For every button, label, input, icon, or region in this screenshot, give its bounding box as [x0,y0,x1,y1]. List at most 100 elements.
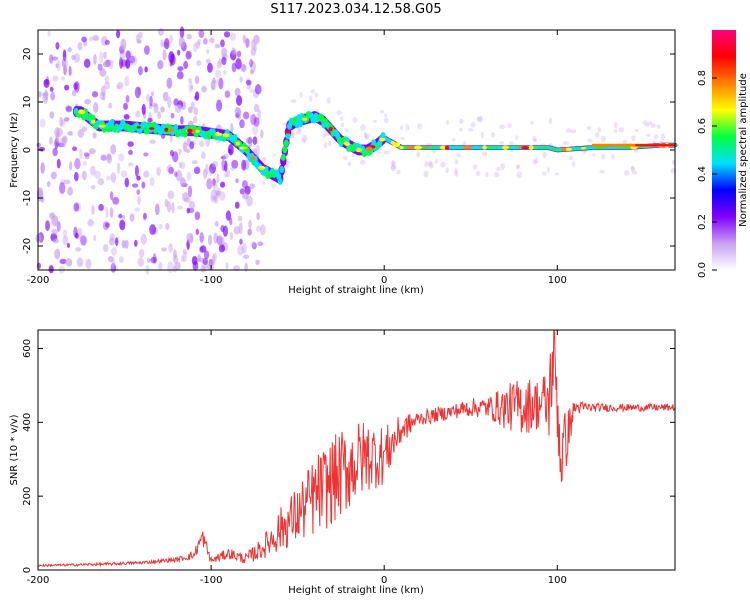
noise-blob [235,107,241,116]
y-tick-label: 0 [22,147,33,153]
noise-blob [186,171,192,181]
noise-blob [109,207,114,218]
ridge-inner [173,123,179,132]
noise-blob [428,160,433,167]
noise-blob [227,144,234,156]
noise-blob [499,124,506,129]
noise-blob [180,116,184,125]
noise-blob [359,159,366,165]
noise-blob [390,161,396,166]
noise-blob [481,151,488,157]
noise-blob [214,69,221,79]
noise-blob [73,171,79,182]
noise-blob [160,247,167,252]
noise-blob [376,151,382,155]
noise-blob [150,256,158,264]
spectrogram-y-ticks: -20 -10 0 10 20 [22,48,675,254]
noise-blob [46,75,50,86]
noise-blob [252,136,258,145]
ridge-inner [142,121,148,129]
noise-blob [137,39,142,44]
noise-blob [141,103,146,115]
noise-blob [215,99,223,112]
noise-blob [496,166,501,171]
noise-blob [500,163,505,170]
noise-blob [118,256,124,264]
noise-blob [64,84,70,91]
noise-blob [123,113,130,120]
noise-blob [160,39,164,48]
noise-blob [239,76,243,83]
noise-blob [600,135,607,142]
noise-blob [160,106,165,113]
noise-blob [220,181,226,188]
noise-blob [256,212,260,221]
noise-blob [137,195,141,205]
noise-blob [208,169,214,176]
noise-blob [373,119,377,123]
noise-blob [116,162,121,174]
noise-blob [345,128,349,133]
noise-blob [62,229,68,237]
ridge-peak [98,124,107,128]
noise-blob [143,170,150,178]
noise-blob [62,137,67,148]
noise-blob [189,141,195,150]
noise-blob [81,170,87,181]
y-tick-label: 600 [22,339,33,358]
noise-blob [111,257,116,269]
noise-blob [247,228,252,236]
ridge-peak [463,145,472,150]
noise-blob [326,97,331,104]
x-tick-label: 100 [548,275,567,286]
noise-blob [188,78,192,83]
noise-blob [71,89,77,97]
noise-blob [125,58,131,69]
ridge-inner [297,120,303,128]
noise-blob [176,71,184,80]
noise-blob [156,166,161,176]
noise-blob [597,127,602,133]
noise-blob [56,158,61,169]
noise-blob [134,165,139,177]
ridge-inner [280,153,286,161]
noise-blob [212,77,216,84]
ridge-peak [328,126,333,132]
noise-blob [42,93,49,104]
noise-blob [198,29,205,39]
noise-blob [116,84,121,90]
noise-blob [179,177,186,187]
noise-blob [592,153,596,157]
noise-blob [249,183,256,190]
noise-blob [88,36,94,42]
noise-blob [123,102,128,111]
noise-blob [134,207,140,212]
noise-blob [78,148,83,160]
noise-blob [660,133,666,141]
noise-blob [178,148,182,155]
noise-blob [250,48,257,56]
colorbar-tick-label: 0.8 [697,70,708,86]
noise-blob [119,219,126,231]
ridge-peak [356,148,363,152]
noise-blob [50,91,55,101]
noise-blob [250,241,257,248]
colorbar-tick-label: 0.2 [697,214,708,230]
noise-blob [187,106,193,114]
noise-blob [515,135,519,141]
noise-blob [118,57,124,69]
noise-blob [653,134,659,140]
colorbar-tick-label: 0.4 [697,166,708,182]
ridge-peak [528,145,534,150]
ridge-peak [235,141,241,146]
noise-blob [611,153,615,161]
ridge-peak [521,146,530,150]
noise-blob [554,172,559,176]
noise-blob [138,248,145,258]
noise-blob [138,31,143,39]
noise-blob [230,167,235,172]
noise-blob [210,189,218,201]
noise-blob [134,86,141,99]
noise-blob [262,180,266,185]
